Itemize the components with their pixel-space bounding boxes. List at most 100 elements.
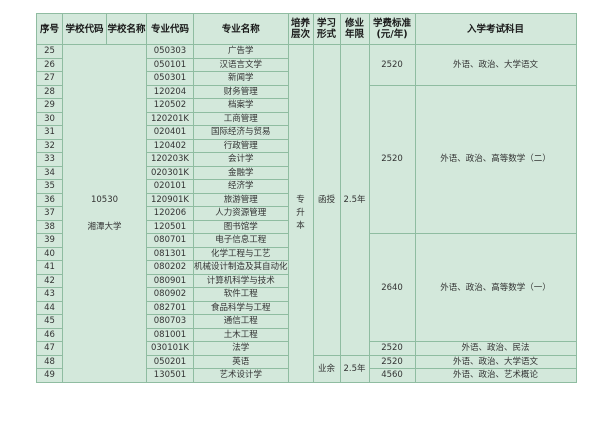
row-number-cell: 27 xyxy=(36,71,63,86)
major-code-cell: 030101K xyxy=(146,341,194,356)
exam-subjects-cell: 外语、政治、高等数学（二） xyxy=(414,84,577,234)
row-number-cell: 39 xyxy=(36,233,63,248)
table-header: 序号 学校代码 学校名称 专业代码 专业名称 培养 层次 学习 形式 修业 年限 学费标准 (元/年) 入… xyxy=(36,13,577,45)
header-major-name: 专业名称 xyxy=(193,13,289,45)
table-row: 49 130501 艺术设计学 4560 外语、政治、艺术概论 xyxy=(36,368,577,383)
row-number-cell: 32 xyxy=(36,138,63,153)
exam-subjects-cell: 外语、政治、民法 xyxy=(414,341,577,356)
major-code-cell: 081301 xyxy=(146,246,194,261)
major-code-cell: 080703 xyxy=(146,314,194,329)
major-code-cell: 120204 xyxy=(146,84,194,99)
row-number-cell: 41 xyxy=(36,260,63,275)
header-level-line: 层次 xyxy=(291,29,311,40)
major-code-cell: 020301K xyxy=(146,165,194,180)
major-code-cell: 020401 xyxy=(146,125,194,140)
major-code-cell: 120206 xyxy=(146,206,194,221)
table-row: 45 080703 通信工程 xyxy=(36,314,577,329)
tuition-cell: 4560 xyxy=(368,368,416,383)
table-row: 27 050301 新闻学 xyxy=(36,71,577,86)
major-name-cell: 金融学 xyxy=(193,165,289,180)
major-name-cell: 电子信息工程 xyxy=(193,233,289,248)
major-code-cell: 080202 xyxy=(146,260,194,275)
admissions-table-wrapper: 序号 学校代码 学校名称 专业代码 专业名称 培养 层次 学习 形式 修业 年限 学费标准 (元/年) 入… xyxy=(36,13,577,383)
school-cell-content: 10530 湘潭大学 xyxy=(64,194,146,233)
school-name: 湘潭大学 xyxy=(87,221,122,232)
table-body: 25 10530 湘潭大学 050303 广告学专升本函授 2.5年 2520 外语、政治、大… xyxy=(36,44,577,383)
major-name-cell: 图书馆学 xyxy=(193,219,289,234)
table-row: 33 120203K 会计学 xyxy=(36,152,577,167)
major-code-cell: 120402 xyxy=(146,138,194,153)
major-name-cell: 英语 xyxy=(193,354,289,369)
row-number-cell: 33 xyxy=(36,152,63,167)
header-tuition-line: 学费标准 xyxy=(373,18,412,29)
table-row: 41 080202 机械设计制造及其自动化 xyxy=(36,260,577,275)
major-name-cell: 计算机科学与技术 xyxy=(193,273,289,288)
major-name-cell: 机械设计制造及其自动化 xyxy=(193,260,289,275)
row-number-cell: 46 xyxy=(36,327,63,342)
header-major-code: 专业代码 xyxy=(146,13,194,45)
row-number-cell: 25 xyxy=(36,44,63,59)
major-name-cell: 食品科学与工程 xyxy=(193,300,289,315)
row-number-cell: 30 xyxy=(36,111,63,126)
duration-cell: 2.5年 xyxy=(339,44,370,356)
major-name-cell: 通信工程 xyxy=(193,314,289,329)
major-code-cell: 120203K xyxy=(146,152,194,167)
major-name-cell: 艺术设计学 xyxy=(193,368,289,383)
major-name-cell: 行政管理 xyxy=(193,138,289,153)
row-number-cell: 29 xyxy=(36,98,63,113)
row-number-cell: 28 xyxy=(36,84,63,99)
major-name-cell: 人力资源管理 xyxy=(193,206,289,221)
major-code-cell: 130501 xyxy=(146,368,194,383)
header-study-form-line: 学习 xyxy=(317,18,337,29)
exam-subjects-cell: 外语、政治、大学语文 xyxy=(414,354,577,369)
table-row: 40 081301 化学工程与工艺 xyxy=(36,246,577,261)
header-index: 序号 xyxy=(36,13,63,45)
major-name-cell: 工商管理 xyxy=(193,111,289,126)
table-row: 25 10530 湘潭大学 050303 广告学专升本函授 2.5年 2520 外语、政治、大… xyxy=(36,44,577,383)
header-school-name: 学校名称 xyxy=(106,13,147,45)
exam-subjects-cell: 外语、政治、大学语文 xyxy=(414,44,577,86)
admissions-table: 序号 学校代码 学校名称 专业代码 专业名称 培养 层次 学习 形式 修业 年限 学费标准 (元/年) 入… xyxy=(36,13,577,383)
major-code-cell: 120501 xyxy=(146,219,194,234)
tuition-cell: 2520 xyxy=(368,354,416,369)
table-row: 43 080902 软件工程 xyxy=(36,287,577,302)
major-code-cell: 080901 xyxy=(146,273,194,288)
major-name-cell: 档案学 xyxy=(193,98,289,113)
header-duration: 修业 年限 xyxy=(339,13,370,45)
level-vertical-text: 专升本 xyxy=(296,195,305,232)
major-code-cell: 120201K xyxy=(146,111,194,126)
table-row: 30 120201K 工商管理 xyxy=(36,111,577,126)
header-level: 培养 层次 xyxy=(287,13,314,45)
major-code-cell: 080701 xyxy=(146,233,194,248)
row-number-cell: 26 xyxy=(36,57,63,72)
major-code-cell: 081001 xyxy=(146,327,194,342)
level-cell: 专升本 xyxy=(287,44,314,383)
major-name-cell: 汉语言文学 xyxy=(193,57,289,72)
major-name-cell: 旅游管理 xyxy=(193,192,289,207)
major-name-cell: 法学 xyxy=(193,341,289,356)
row-number-cell: 36 xyxy=(36,192,63,207)
tuition-cell: 2640 xyxy=(368,233,416,342)
row-number-cell: 42 xyxy=(36,273,63,288)
major-code-cell: 050303 xyxy=(146,44,194,59)
major-code-cell: 120502 xyxy=(146,98,194,113)
exam-subjects-cell: 外语、政治、艺术概论 xyxy=(414,368,577,383)
tuition-cell: 2520 xyxy=(368,341,416,356)
major-name-cell: 会计学 xyxy=(193,152,289,167)
major-code-cell: 020101 xyxy=(146,179,194,194)
row-number-cell: 45 xyxy=(36,314,63,329)
major-name-cell: 新闻学 xyxy=(193,71,289,86)
header-study-form-line: 形式 xyxy=(317,29,337,40)
table-row: 39 080701 电子信息工程 2640 外语、政治、高等数学（一） xyxy=(36,233,577,342)
major-code-cell: 050301 xyxy=(146,71,194,86)
table-row: 35 020101 经济学 xyxy=(36,179,577,194)
row-number-cell: 43 xyxy=(36,287,63,302)
row-number-cell: 47 xyxy=(36,341,63,356)
exam-subjects-cell: 外语、政治、高等数学（一） xyxy=(414,233,577,342)
major-name-cell: 广告学 xyxy=(193,44,289,59)
header-row: 序号 学校代码 学校名称 专业代码 专业名称 培养 层次 学习 形式 修业 年限 学费标准 (元/年) 入… xyxy=(36,13,577,45)
header-school-code: 学校代码 xyxy=(62,13,107,45)
major-code-cell: 050101 xyxy=(146,57,194,72)
header-tuition-line: (元/年) xyxy=(376,29,408,40)
